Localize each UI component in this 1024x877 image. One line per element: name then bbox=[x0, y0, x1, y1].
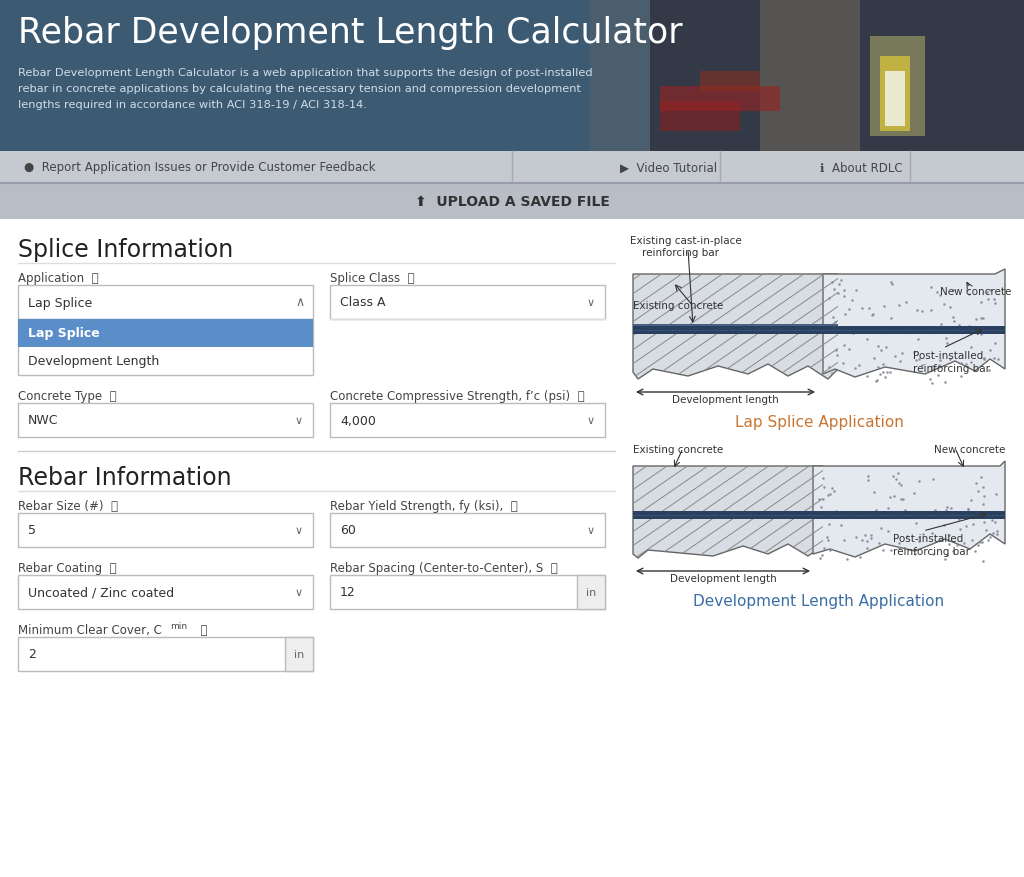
Text: Concrete Compressive Strength, f’c (psi)  ⓘ: Concrete Compressive Strength, f’c (psi)… bbox=[330, 389, 585, 403]
Text: ●  Report Application Issues or Provide Customer Feedback: ● Report Application Issues or Provide C… bbox=[24, 161, 376, 175]
Text: 2: 2 bbox=[28, 648, 36, 660]
Text: ℹ  About RDLC: ℹ About RDLC bbox=[820, 161, 902, 175]
Text: Rebar Coating  ⓘ: Rebar Coating ⓘ bbox=[18, 561, 117, 574]
Text: Rebar Information: Rebar Information bbox=[18, 466, 231, 489]
Bar bbox=[18, 575, 313, 610]
Text: ∧: ∧ bbox=[295, 296, 304, 310]
Text: 60: 60 bbox=[340, 524, 356, 537]
Polygon shape bbox=[633, 275, 838, 380]
Bar bbox=[330, 286, 605, 319]
Text: ⓘ: ⓘ bbox=[193, 624, 208, 637]
Polygon shape bbox=[633, 467, 823, 559]
Text: Application  ⓘ: Application ⓘ bbox=[18, 272, 98, 285]
Text: ∨: ∨ bbox=[587, 416, 595, 425]
Polygon shape bbox=[813, 461, 1005, 558]
Bar bbox=[18, 638, 313, 671]
Text: Rebar Yield Strength, fy (ksi),  ⓘ: Rebar Yield Strength, fy (ksi), ⓘ bbox=[330, 499, 518, 512]
Text: in: in bbox=[586, 588, 596, 597]
Bar bbox=[330, 575, 605, 610]
Bar bbox=[0, 0, 1024, 152]
Text: New concrete: New concrete bbox=[940, 287, 1012, 296]
Text: Existing concrete: Existing concrete bbox=[633, 445, 723, 454]
Bar bbox=[590, 0, 1024, 152]
Polygon shape bbox=[823, 270, 1005, 378]
Text: Development length: Development length bbox=[672, 395, 779, 404]
Text: ∨: ∨ bbox=[295, 416, 303, 425]
Bar bbox=[633, 511, 1005, 519]
Text: Lap Splice: Lap Splice bbox=[28, 327, 99, 340]
Bar bbox=[650, 0, 1024, 152]
Bar bbox=[330, 403, 605, 438]
Text: Rebar Size (#)  ⓘ: Rebar Size (#) ⓘ bbox=[18, 499, 118, 512]
Text: Rebar Development Length Calculator: Rebar Development Length Calculator bbox=[18, 16, 683, 50]
Text: ∨: ∨ bbox=[295, 588, 303, 597]
Text: Existing concrete: Existing concrete bbox=[633, 301, 723, 310]
Bar bbox=[18, 319, 313, 347]
Text: Class A: Class A bbox=[340, 296, 385, 310]
Text: ∨: ∨ bbox=[295, 525, 303, 535]
Bar bbox=[18, 403, 313, 438]
Text: reinforcing bar: reinforcing bar bbox=[893, 546, 970, 556]
Text: min: min bbox=[170, 621, 187, 631]
Bar bbox=[18, 513, 313, 547]
Text: ▶  Video Tutorial: ▶ Video Tutorial bbox=[620, 161, 717, 175]
Text: Splice Information: Splice Information bbox=[18, 238, 233, 261]
Text: rebar in concrete applications by calculating the necessary tension and compress: rebar in concrete applications by calcul… bbox=[18, 84, 581, 94]
Bar bbox=[660, 102, 740, 132]
Text: Development length: Development length bbox=[670, 574, 776, 583]
Text: New concrete: New concrete bbox=[934, 445, 1005, 454]
Text: Existing cast-in-place: Existing cast-in-place bbox=[630, 236, 741, 246]
Text: 4,000: 4,000 bbox=[340, 414, 376, 427]
Bar bbox=[660, 87, 780, 112]
Text: Concrete Type  ⓘ: Concrete Type ⓘ bbox=[18, 389, 117, 403]
Text: Splice Class  ⓘ: Splice Class ⓘ bbox=[330, 272, 415, 285]
Bar bbox=[577, 575, 605, 610]
Bar bbox=[330, 513, 605, 547]
Text: Rebar Spacing (Center-to-Center), S  ⓘ: Rebar Spacing (Center-to-Center), S ⓘ bbox=[330, 561, 558, 574]
Text: in: in bbox=[294, 649, 304, 660]
Text: 5: 5 bbox=[28, 524, 36, 537]
Text: Post-installed: Post-installed bbox=[913, 351, 983, 360]
Bar bbox=[870, 37, 925, 137]
Bar bbox=[885, 72, 905, 127]
Text: reinforcing bar: reinforcing bar bbox=[642, 247, 719, 258]
Text: ∨: ∨ bbox=[587, 297, 595, 308]
Text: 12: 12 bbox=[340, 586, 355, 599]
Text: Uncoated / Zinc coated: Uncoated / Zinc coated bbox=[28, 586, 174, 599]
Bar bbox=[633, 326, 1005, 335]
Text: ⬆  UPLOAD A SAVED FILE: ⬆ UPLOAD A SAVED FILE bbox=[415, 195, 609, 209]
Text: reinforcing bar: reinforcing bar bbox=[913, 364, 990, 374]
Bar bbox=[0, 220, 1024, 877]
Text: Post-installed: Post-installed bbox=[893, 533, 964, 544]
Bar bbox=[700, 72, 760, 92]
Bar bbox=[0, 152, 1024, 184]
Bar bbox=[633, 324, 838, 326]
Text: lengths required in accordance with ACI 318-19 / ACI 318-14.: lengths required in accordance with ACI … bbox=[18, 100, 367, 110]
Bar bbox=[880, 57, 910, 132]
Text: Development Length Application: Development Length Application bbox=[693, 594, 944, 609]
Text: Development Length: Development Length bbox=[28, 355, 160, 368]
Text: Lap Splice: Lap Splice bbox=[28, 296, 92, 310]
Text: NWC: NWC bbox=[28, 414, 58, 427]
Bar bbox=[0, 184, 1024, 220]
Text: Rebar Development Length Calculator is a web application that supports the desig: Rebar Development Length Calculator is a… bbox=[18, 68, 593, 78]
Text: Lap Splice Application: Lap Splice Application bbox=[734, 415, 903, 430]
Text: ∨: ∨ bbox=[587, 525, 595, 535]
Bar bbox=[18, 286, 313, 319]
Bar bbox=[285, 638, 313, 671]
Text: Minimum Clear Cover, C: Minimum Clear Cover, C bbox=[18, 624, 162, 637]
Bar bbox=[18, 319, 313, 375]
Bar bbox=[760, 0, 860, 152]
